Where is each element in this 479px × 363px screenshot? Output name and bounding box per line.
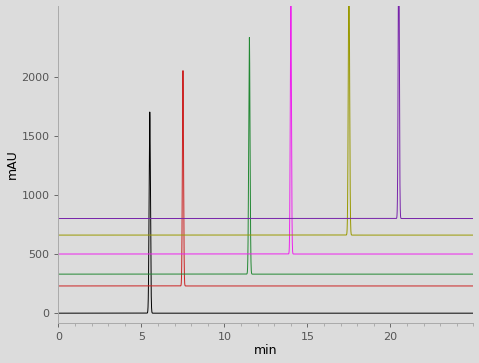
X-axis label: min: min: [254, 344, 278, 358]
Y-axis label: mAU: mAU: [6, 149, 19, 179]
